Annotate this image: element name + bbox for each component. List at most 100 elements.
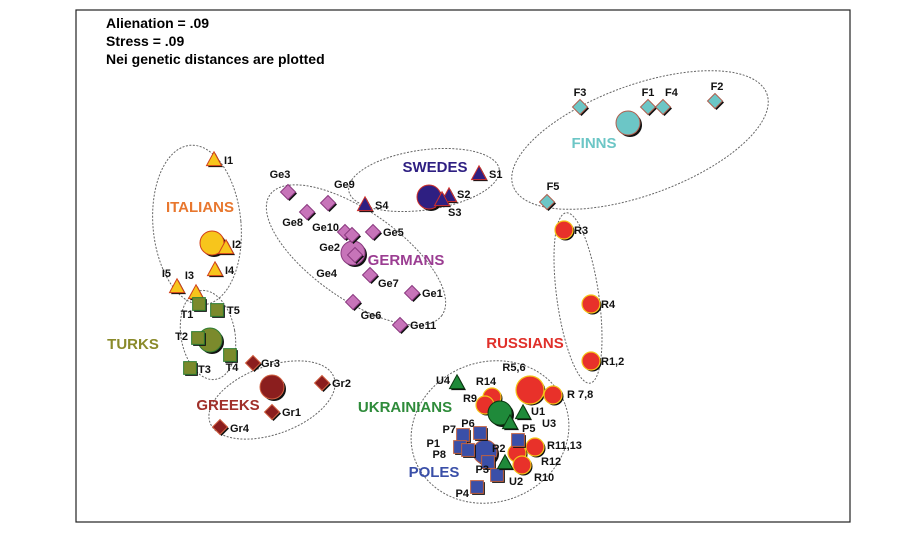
group-label-germans: GERMANS <box>368 252 445 269</box>
data-point-Ge8 <box>298 203 316 221</box>
point-label: Ge4 <box>316 268 338 280</box>
point-label: S1 <box>489 169 502 181</box>
point-label: Gr4 <box>230 423 250 435</box>
group-turks: T1 T5 T2 T4 T3 TURKS <box>107 297 240 376</box>
data-point-Ge11 <box>391 316 409 334</box>
point-label: Ge8 <box>282 217 303 229</box>
data-point-Ge3 <box>279 183 297 201</box>
group-russians: R3 R4 R1,2 R5,6 R 7,8 R14 R9 R11,13 R12 R10 RUSSIA… <box>463 220 624 484</box>
group-label-swedes: SWEDES <box>402 159 467 176</box>
point-label: T4 <box>226 362 240 374</box>
point-label: S2 <box>457 189 470 201</box>
point-label: T2 <box>175 331 188 343</box>
point-label: P2 <box>492 443 505 455</box>
point-label: Gr2 <box>332 378 351 390</box>
data-point-R12 <box>581 351 601 371</box>
data-point-I4 <box>206 260 224 277</box>
group-label-italians: ITALIANS <box>166 199 234 216</box>
data-point-R56 <box>515 375 545 405</box>
ellipse-swedes <box>348 147 500 213</box>
point-label: R11,13 <box>547 440 582 452</box>
point-label: T1 <box>181 309 194 321</box>
group-greeks: Gr3 Gr2 Gr1 Gr4 GREEKS <box>196 354 351 436</box>
data-point-U4 <box>448 373 466 390</box>
data-point-S3 <box>433 190 451 207</box>
data-point-R10 <box>512 455 532 475</box>
point-label: U1 <box>531 406 545 418</box>
data-point-Ge6 <box>344 293 362 311</box>
point-label: Ge3 <box>270 169 291 181</box>
point-label: T3 <box>198 364 211 376</box>
data-point-T2 <box>191 331 205 345</box>
data-point-T1 <box>192 297 206 311</box>
data-point-S1 <box>470 164 488 181</box>
point-label: I4 <box>225 265 235 277</box>
point-label: Ge9 <box>334 179 355 191</box>
point-label: R3 <box>574 225 588 237</box>
data-point-U3 <box>501 413 519 430</box>
point-label: U3 <box>542 418 556 430</box>
point-label: I1 <box>224 155 233 167</box>
data-point-S4 <box>356 195 374 212</box>
data-point-R78 <box>543 385 563 405</box>
data-point-F1 <box>639 98 657 116</box>
data-point-R4 <box>581 294 601 314</box>
point-label: F1 <box>642 87 655 99</box>
point-label: R12 <box>541 456 561 468</box>
point-label: Ge7 <box>378 278 399 290</box>
group-finns: F3 F1 F4 F2 F5 FINNS <box>538 81 724 211</box>
point-label: S4 <box>375 200 389 212</box>
point-label: Ge2 <box>319 242 340 254</box>
data-point-T3 <box>183 361 197 375</box>
data-point-R3 <box>554 220 574 240</box>
group-label-poles: POLES <box>409 464 460 481</box>
group-germans: Ge3 Ge9 Ge8 Ge10 Ge2 Ge5 Ge4 Ge7 Ge1 Ge6 Ge11 GERMA… <box>270 169 445 334</box>
point-label: F2 <box>711 81 724 93</box>
point-label: P6 <box>461 418 474 430</box>
data-point-Ge5 <box>364 223 382 241</box>
data-point-I2 <box>217 238 235 255</box>
group-mean-circle <box>487 400 513 426</box>
point-label: R4 <box>601 299 616 311</box>
data-point-Ge9 <box>319 194 337 212</box>
title-line-stress: Stress = .09 <box>106 33 184 49</box>
point-label: P8 <box>433 449 446 461</box>
ellipse-slavic <box>410 360 570 504</box>
group-swedes: S4 S1 S2 S3 SWEDES <box>356 159 502 219</box>
point-label: Ge10 <box>312 222 339 234</box>
data-point-Ge4 <box>346 246 364 264</box>
data-point-P5 <box>511 433 525 447</box>
ellipse-turks <box>179 289 237 381</box>
data-point-F2 <box>706 92 724 110</box>
data-point-R1113 <box>525 437 545 457</box>
group-mean-circle <box>259 374 285 400</box>
point-label: R9 <box>463 393 477 405</box>
data-point-Ge2 <box>343 226 361 244</box>
point-label: I5 <box>162 268 171 280</box>
data-point-Gr2 <box>313 374 331 392</box>
point-label: Ge11 <box>410 320 436 332</box>
data-point-U1 <box>514 403 532 420</box>
point-label: F4 <box>665 87 679 99</box>
group-label-russians: RUSSIANS <box>486 335 564 352</box>
data-point-T5 <box>210 303 224 317</box>
point-label: R1,2 <box>601 356 624 368</box>
data-point-Ge7 <box>361 266 379 284</box>
data-point-P7 <box>456 428 470 442</box>
point-label: F3 <box>574 87 587 99</box>
ellipse-germans <box>265 184 447 326</box>
data-point-Gr1 <box>263 403 281 421</box>
point-label: I3 <box>185 270 194 282</box>
point-label: P1 <box>427 438 440 450</box>
point-label: Ge1 <box>422 288 443 300</box>
ellipse-russians-east <box>553 212 603 384</box>
point-label: S3 <box>448 207 461 219</box>
group-mean-circle <box>615 110 641 136</box>
point-label: P7 <box>443 424 456 436</box>
point-label: P4 <box>456 488 470 500</box>
data-point-F5 <box>538 193 556 211</box>
